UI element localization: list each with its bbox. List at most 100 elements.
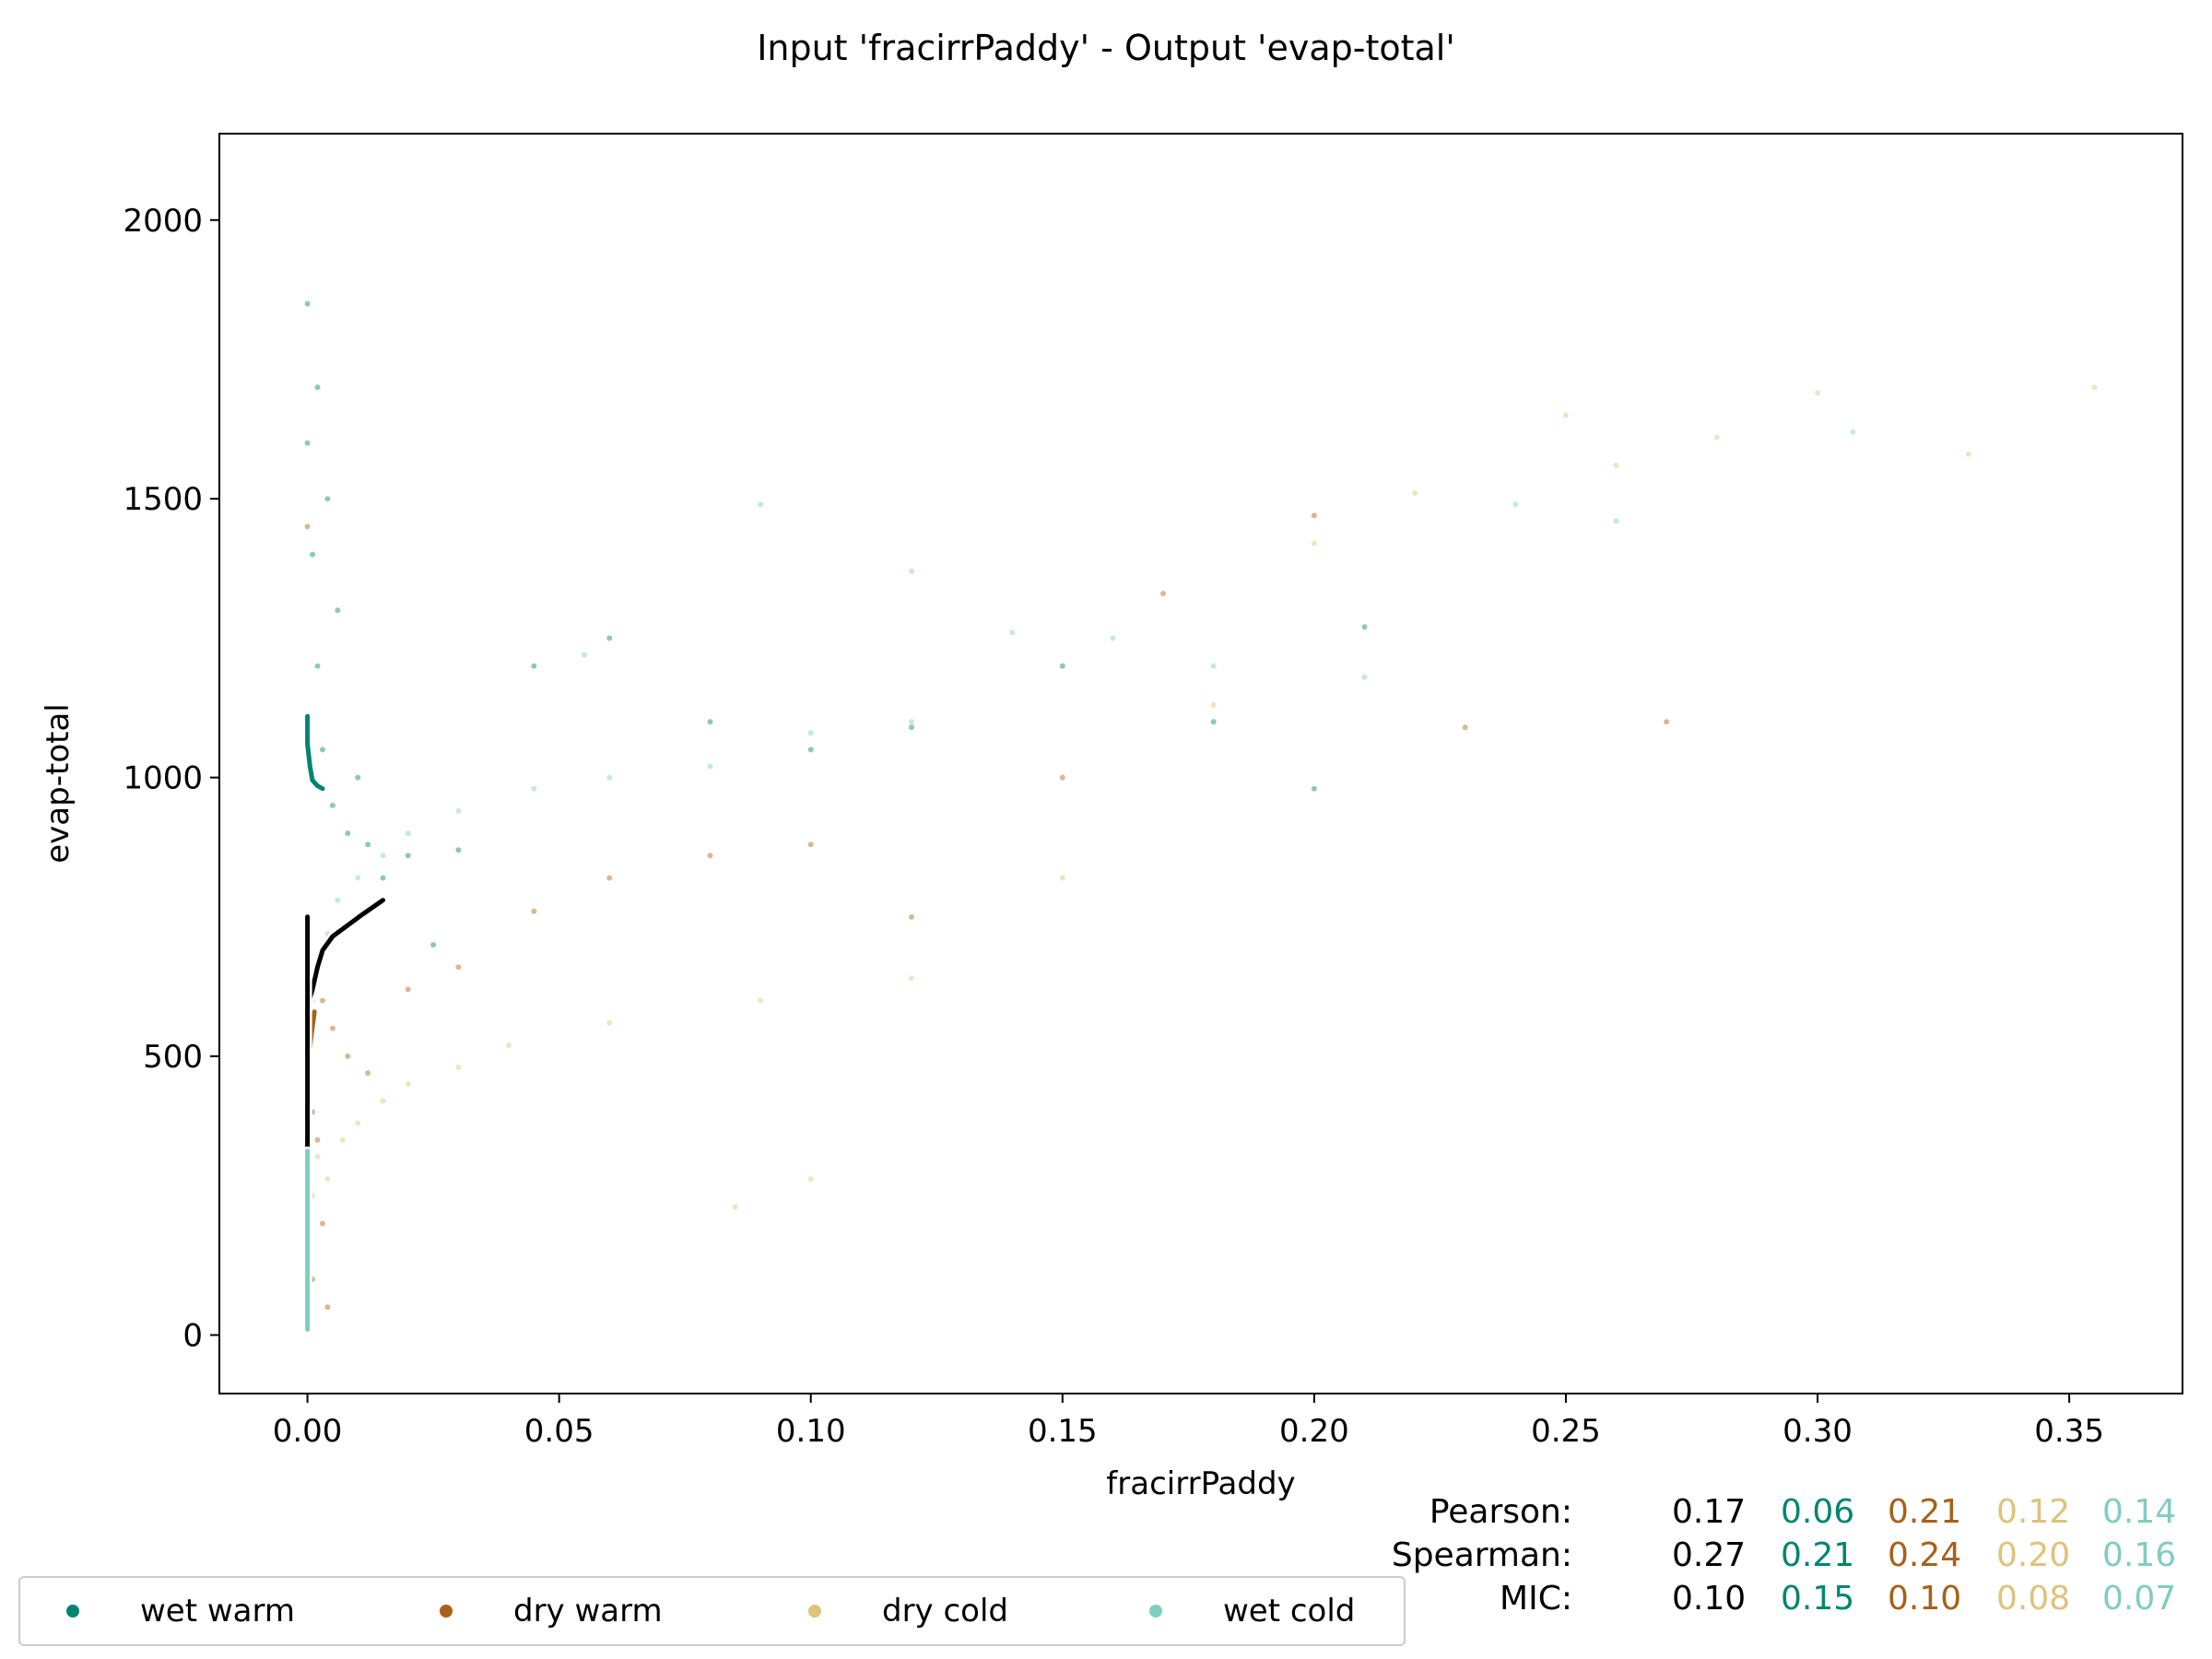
point-wet-warm — [345, 830, 351, 837]
point-wet-warm — [1311, 785, 1317, 792]
point-dry-cold — [380, 1098, 386, 1104]
x-tick-label: 0.10 — [776, 1413, 846, 1450]
point-wet-cold — [606, 774, 613, 781]
point-dry-cold — [314, 1153, 321, 1159]
point-wet-warm — [455, 847, 462, 853]
x-axis-label: fracirrPaddy — [1106, 1465, 1296, 1502]
point-wet-warm — [1361, 624, 1368, 630]
point-wet-cold — [1512, 501, 1519, 508]
trend-line-halo — [302, 895, 388, 1011]
axes-layer: 0.00 0.05 0.10 0.15 0.20 0.25 0.30 0.35 0 500 1000… — [123, 203, 2103, 1450]
point-wet-warm — [430, 942, 437, 948]
point-dry-cold — [355, 1120, 361, 1126]
legend-label: dry warm — [513, 1593, 663, 1630]
point-wet-cold — [707, 763, 713, 770]
point-wet-cold — [380, 853, 386, 859]
legend-label: dry cold — [882, 1593, 1009, 1630]
point-wet-warm — [807, 747, 814, 753]
series-dry-cold — [304, 384, 2098, 1210]
stat-label: MIC: — [1500, 1580, 1572, 1618]
point-dry-cold — [1562, 412, 1569, 418]
stat-value-dry-warm: 0.10 — [1888, 1580, 1962, 1618]
plot-area — [218, 133, 2183, 1394]
point-dry-warm — [1664, 719, 1670, 725]
point-wet-warm — [908, 724, 914, 731]
x-tick-label: 0.15 — [1028, 1413, 1098, 1450]
point-wet-warm — [314, 384, 321, 391]
stat-value-wet-cold: 0.16 — [2102, 1536, 2177, 1574]
y-tick-label: 1000 — [123, 760, 203, 797]
y-tick-label: 1500 — [123, 481, 203, 518]
point-wet-cold — [1361, 674, 1368, 680]
point-wet-warm — [329, 802, 335, 808]
point-wet-warm — [606, 635, 613, 641]
point-wet-warm — [304, 300, 311, 307]
point-dry-cold — [455, 1065, 462, 1071]
series-wet-cold — [304, 429, 1856, 1294]
chart-title: Input 'fracirrPaddy' - Output 'evap-tota… — [757, 28, 1455, 68]
x-tick-label: 0.05 — [524, 1413, 594, 1450]
y-tick-label: 500 — [143, 1039, 203, 1076]
point-wet-cold — [1210, 663, 1217, 669]
stat-row-spearman: Spearman: 0.27 0.21 0.24 0.20 0.16 — [1382, 1536, 2194, 1579]
legend-item-dry-warm: dry warm — [440, 1578, 663, 1644]
point-wet-warm — [707, 719, 713, 725]
legend-label: wet warm — [140, 1593, 296, 1630]
point-dry-cold — [732, 1204, 738, 1210]
series-dry-warm — [304, 512, 1670, 1311]
stat-row-mic: MIC: 0.10 0.15 0.10 0.08 0.07 — [1382, 1580, 2194, 1622]
legend-marker — [440, 1605, 453, 1618]
point-dry-cold — [506, 1041, 512, 1048]
point-dry-cold — [1210, 701, 1217, 708]
point-dry-warm — [365, 1070, 371, 1077]
point-dry-cold — [1311, 540, 1317, 547]
point-wet-cold — [1613, 518, 1619, 524]
point-dry-cold — [339, 1136, 346, 1143]
point-dry-warm — [324, 1304, 331, 1311]
stat-label: Pearson: — [1429, 1493, 1572, 1531]
point-wet-warm — [304, 440, 311, 446]
point-dry-warm — [405, 986, 411, 993]
point-dry-warm — [314, 1136, 321, 1143]
point-wet-warm — [355, 774, 361, 781]
stat-value-dry-warm: 0.24 — [1888, 1536, 1962, 1574]
point-wet-warm — [1210, 719, 1217, 725]
point-wet-warm — [1059, 663, 1065, 669]
point-dry-cold — [405, 1081, 411, 1088]
point-dry-warm — [319, 1220, 325, 1227]
point-dry-warm — [345, 1053, 351, 1060]
point-wet-warm — [310, 551, 316, 558]
point-wet-cold — [531, 785, 537, 792]
point-dry-warm — [1059, 774, 1065, 781]
point-dry-cold — [1713, 434, 1720, 441]
trend-line-all — [305, 898, 385, 1009]
point-dry-cold — [758, 997, 764, 1004]
stat-value-wet-cold: 0.14 — [2102, 1493, 2177, 1531]
point-dry-warm — [319, 997, 325, 1004]
legend-marker — [66, 1605, 79, 1618]
stat-value-all: 0.27 — [1672, 1536, 1747, 1574]
legend-label: wet cold — [1223, 1593, 1356, 1630]
point-wet-warm — [324, 496, 331, 502]
point-dry-warm — [304, 524, 311, 530]
point-wet-warm — [319, 747, 325, 753]
points-layer — [304, 300, 2098, 1311]
x-tick-label: 0.30 — [1783, 1413, 1853, 1450]
point-wet-cold — [455, 807, 462, 814]
stat-value-wet-warm: 0.21 — [1781, 1536, 1855, 1574]
legend-item-wet-cold: wet cold — [1149, 1578, 1355, 1644]
point-dry-warm — [1311, 512, 1317, 519]
trend-lines-layer — [302, 712, 388, 1335]
stat-value-wet-warm: 0.06 — [1781, 1493, 1855, 1531]
stat-value-all: 0.17 — [1672, 1493, 1747, 1531]
point-dry-cold — [908, 975, 914, 982]
point-wet-cold — [581, 652, 587, 658]
point-wet-warm — [531, 663, 537, 669]
stat-value-wet-warm: 0.15 — [1781, 1580, 1855, 1618]
point-dry-warm — [1462, 724, 1468, 731]
point-wet-warm — [314, 663, 321, 669]
point-dry-cold — [807, 1176, 814, 1182]
point-dry-cold — [1059, 875, 1065, 881]
stat-label: Spearman: — [1391, 1536, 1572, 1574]
